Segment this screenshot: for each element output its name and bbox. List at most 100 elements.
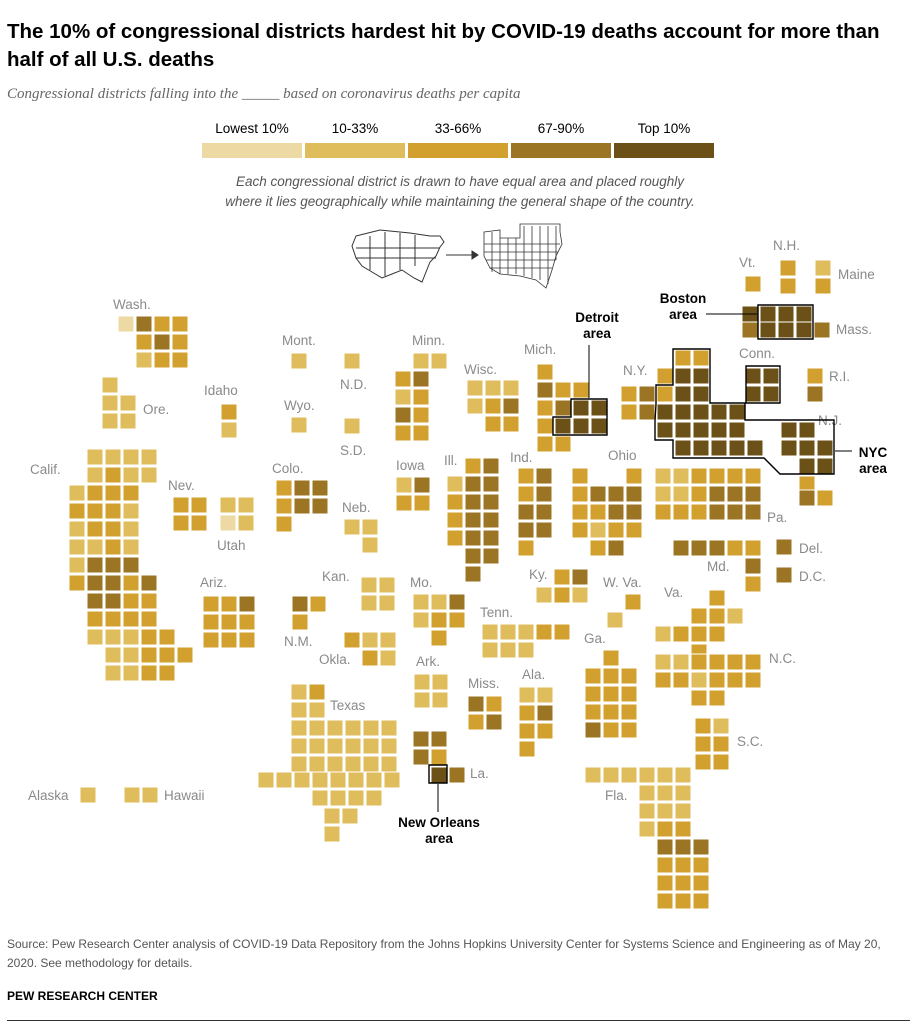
- district-cell-calif: [68, 484, 86, 502]
- district-cell-neb: [361, 518, 379, 536]
- state-label-okla: Okla.: [319, 652, 351, 667]
- district-cell-ariz: [202, 631, 220, 649]
- district-cell-n-j: [798, 489, 816, 507]
- state-label-wisc: Wisc.: [464, 362, 497, 377]
- district-cell-n-c: [744, 671, 762, 689]
- legend-swatch-top: [614, 143, 714, 158]
- district-cell-r-i: [806, 367, 824, 385]
- district-cell-ind: [517, 485, 535, 503]
- district-cell-mo: [430, 611, 448, 629]
- district-cell-mass: [777, 321, 795, 339]
- district-cell-calif: [104, 502, 122, 520]
- district-cell-calif: [122, 502, 140, 520]
- district-cell-texas: [344, 737, 362, 755]
- district-cell-ohio: [589, 503, 607, 521]
- legend-label-top: Top 10%: [637, 121, 691, 136]
- chart-title: The 10% of congressional districts harde…: [7, 20, 880, 71]
- district-cell-colo: [311, 479, 329, 497]
- district-cell-fla: [602, 766, 620, 784]
- district-cell-md: [690, 539, 708, 557]
- state-label-mo: Mo.: [410, 575, 433, 590]
- state-label-nev: Nev.: [168, 478, 195, 493]
- district-cell-n-m: [291, 595, 309, 613]
- district-cell-texas: [308, 755, 326, 773]
- district-cell-minn: [412, 406, 430, 424]
- district-cell-okla: [379, 631, 397, 649]
- district-cell-calif: [86, 592, 104, 610]
- district-cell-minn: [394, 406, 412, 424]
- state-label-s-d: S.D.: [340, 443, 366, 458]
- district-cell-ariz: [238, 595, 256, 613]
- legend-swatch-lowest: [202, 143, 302, 158]
- state-label-wyo: Wyo.: [284, 398, 315, 413]
- district-cell-minn: [394, 424, 412, 442]
- district-cell-texas: [383, 771, 401, 789]
- hexmap-illustration: [483, 223, 563, 289]
- district-cell-w-va: [606, 611, 624, 629]
- district-cell-pa: [708, 485, 726, 503]
- district-cell-idaho: [220, 403, 238, 421]
- district-cell-calif: [104, 628, 122, 646]
- legend-label-10-33: 10-33%: [331, 121, 379, 136]
- district-cell-ind: [517, 521, 535, 539]
- district-cell-va: [690, 625, 708, 643]
- district-cell-wash: [117, 315, 135, 333]
- district-cell-ind: [535, 521, 553, 539]
- district-cell-ind: [535, 503, 553, 521]
- district-cell-n-y: [728, 439, 746, 457]
- district-cell-hawaii: [141, 786, 159, 804]
- district-cell-tenn: [499, 623, 517, 641]
- district-cell-n-h: [779, 259, 797, 277]
- district-cell-n-y: [692, 367, 710, 385]
- district-cell-fla: [674, 802, 692, 820]
- district-cell-pa: [708, 467, 726, 485]
- district-cell-okla: [343, 631, 361, 649]
- district-cell-ind: [517, 467, 535, 485]
- callout-detroit-name: Detroit: [575, 310, 619, 325]
- district-cell-calif: [68, 556, 86, 574]
- district-cell-wash: [171, 315, 189, 333]
- district-cell-ore: [101, 376, 119, 394]
- district-cell-wisc: [502, 415, 520, 433]
- district-cell-nev: [172, 514, 190, 532]
- district-cell-nev: [190, 514, 208, 532]
- district-cell-wash: [135, 315, 153, 333]
- new-orleans-outline: [428, 764, 448, 784]
- district-cell-r-i: [806, 385, 824, 403]
- district-cell-mass: [795, 321, 813, 339]
- district-cell-n-c: [726, 653, 744, 671]
- detroit-outline: [552, 398, 608, 436]
- district-cell-pa: [654, 485, 672, 503]
- district-cell-n-y: [638, 385, 656, 403]
- district-cell-mich: [554, 417, 572, 435]
- state-label-s-c: S.C.: [737, 734, 763, 749]
- district-cell-ga: [602, 667, 620, 685]
- district-cell-n-y: [656, 421, 674, 439]
- district-cell-ill: [482, 529, 500, 547]
- district-cell-s-d: [343, 417, 361, 435]
- district-cell-md: [744, 575, 762, 593]
- district-cell-fla: [692, 856, 710, 874]
- state-label-n-d: N.D.: [340, 377, 367, 392]
- legend-swatch-67-90: [511, 143, 611, 158]
- district-cell-texas: [323, 807, 341, 825]
- district-cell-ill: [464, 547, 482, 565]
- note-line-2: where it lies geographically while maint…: [225, 194, 695, 209]
- district-cell-ill: [446, 529, 464, 547]
- district-cell-conn: [744, 385, 762, 403]
- district-cell-mass: [759, 321, 777, 339]
- district-cell-ga: [620, 721, 638, 739]
- district-cell-calif: [122, 466, 140, 484]
- callout-outlines: [428, 304, 835, 784]
- state-label-n-c: N.C.: [769, 651, 796, 666]
- district-cell-n-c: [672, 653, 690, 671]
- district-cell-texas: [326, 737, 344, 755]
- district-cell-ill: [464, 529, 482, 547]
- district-cell-pa: [744, 485, 762, 503]
- district-cell-mo: [430, 593, 448, 611]
- district-cell-ind: [517, 539, 535, 557]
- district-cell-ariz: [220, 631, 238, 649]
- district-cell-ga: [620, 685, 638, 703]
- district-cell-ore: [101, 412, 119, 430]
- district-cell-ohio: [589, 485, 607, 503]
